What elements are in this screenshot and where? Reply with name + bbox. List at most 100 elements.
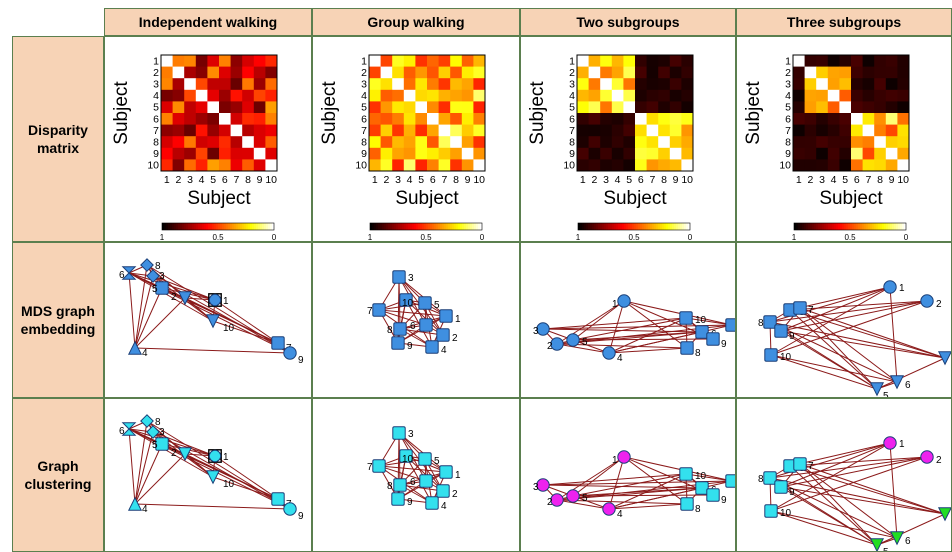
matrix-ytick: 10 — [563, 160, 575, 172]
matrix-cell — [589, 90, 601, 102]
matrix-cell — [427, 78, 439, 90]
matrix-cell — [254, 113, 266, 125]
graph-node-circle — [921, 451, 933, 463]
matrix-cell — [577, 78, 589, 90]
graph-node-label: 10 — [780, 508, 792, 519]
graph-node-label: 2 — [171, 448, 177, 459]
matrix-cell — [828, 113, 840, 125]
matrix-cell — [647, 159, 659, 171]
matrix-cell — [196, 148, 208, 160]
matrix-cell — [415, 136, 427, 148]
matrix-cell — [265, 113, 277, 125]
matrix-cell — [839, 159, 851, 171]
graph-node-square — [440, 466, 452, 478]
matrix-cell — [612, 113, 624, 125]
matrix-cell — [839, 55, 851, 67]
graph-node-label: 8 — [155, 417, 161, 428]
matrix-cell — [254, 148, 266, 160]
matrix-cell — [635, 78, 647, 90]
matrix-cell — [647, 55, 659, 67]
matrix-cell — [161, 101, 173, 113]
matrix-cell — [265, 136, 277, 148]
graph-node-label: 7 — [367, 306, 373, 317]
matrix-cell — [635, 113, 647, 125]
matrix-ytick: 2 — [785, 67, 791, 79]
matrix-xtick: 9 — [257, 174, 263, 186]
graph-node-label: 3 — [159, 271, 165, 282]
matrix-cell — [600, 55, 612, 67]
matrix-cell — [793, 101, 805, 113]
matrix-cell — [462, 125, 474, 137]
matrix-cell — [450, 148, 462, 160]
matrix-cell — [670, 113, 682, 125]
graph-node-label: 8 — [695, 504, 701, 515]
matrix-cell — [473, 78, 485, 90]
matrix-cell — [265, 148, 277, 160]
matrix-cell — [851, 148, 863, 160]
graph-node-label: 5 — [152, 284, 158, 295]
matrix-cell — [219, 125, 231, 137]
graph-node-circle — [209, 294, 220, 305]
graph-node-circle — [618, 451, 630, 463]
matrix-cell — [415, 90, 427, 102]
colorbar-tick: 1 — [368, 233, 373, 242]
matrix-ytick: 5 — [153, 102, 159, 114]
matrix-cell — [612, 67, 624, 79]
matrix-ytick: 7 — [569, 125, 575, 137]
matrix-cell — [196, 113, 208, 125]
matrix-xlabel: Subject — [819, 188, 883, 209]
matrix-xtick: 10 — [265, 174, 277, 186]
graph-node-square — [707, 489, 719, 501]
matrix-cell — [392, 78, 404, 90]
matrix-cell — [173, 78, 185, 90]
matrix-cell — [196, 67, 208, 79]
graph-node-label: 10 — [402, 298, 414, 309]
matrix-cell — [231, 78, 243, 90]
cell-matrix-independent: Subject 1 1 2 2 3 3 4 4 5 5 6 6 7 7 8 8 9 9 10 10 Subject 1 0.5… — [104, 36, 312, 242]
matrix-cell — [577, 159, 589, 171]
matrix-cell — [577, 113, 589, 125]
matrix-cell — [254, 101, 266, 113]
matrix-cell — [623, 136, 635, 148]
graph-node-circle — [567, 334, 579, 346]
matrix-cell — [184, 90, 196, 102]
matrix-xtick: 6 — [854, 174, 860, 186]
matrix-cell — [897, 67, 909, 79]
matrix-cell — [658, 136, 670, 148]
matrix-cell — [392, 55, 404, 67]
cell-cluster-independent: 12345678910 — [104, 398, 312, 552]
matrix-cell — [805, 101, 817, 113]
matrix-cell — [600, 136, 612, 148]
colorbar-tick: 0.5 — [628, 233, 640, 242]
matrix-cell — [161, 90, 173, 102]
matrix-cell — [381, 101, 393, 113]
matrix-cell — [612, 78, 624, 90]
matrix-cell — [886, 148, 898, 160]
matrix-xtick: 1 — [580, 174, 586, 186]
matrix-cell — [462, 148, 474, 160]
matrix-cell — [874, 55, 886, 67]
graph-node-label: 4 — [142, 348, 148, 359]
matrix-ytick: 3 — [361, 78, 367, 90]
matrix-cell — [207, 136, 219, 148]
matrix-cell — [231, 148, 243, 160]
matrix-cell — [612, 90, 624, 102]
matrix-cell — [816, 113, 828, 125]
matrix-cell — [874, 113, 886, 125]
matrix-cell — [404, 136, 416, 148]
matrix-ytick: 10 — [355, 160, 367, 172]
matrix-cell — [265, 159, 277, 171]
matrix-cell — [242, 101, 254, 113]
matrix-cell — [816, 159, 828, 171]
graph-node-label: 2 — [452, 489, 458, 500]
matrix-cell — [805, 90, 817, 102]
graph-node-label: 5 — [883, 391, 889, 398]
cell-cluster-two: 12345678910 — [520, 398, 736, 552]
graph-node-circle — [209, 450, 220, 461]
matrix-cell — [392, 113, 404, 125]
matrix-cell — [600, 67, 612, 79]
graph-node-hourglass — [123, 423, 135, 435]
matrix-cell — [404, 159, 416, 171]
matrix-cell — [589, 113, 601, 125]
matrix-cell — [828, 125, 840, 137]
